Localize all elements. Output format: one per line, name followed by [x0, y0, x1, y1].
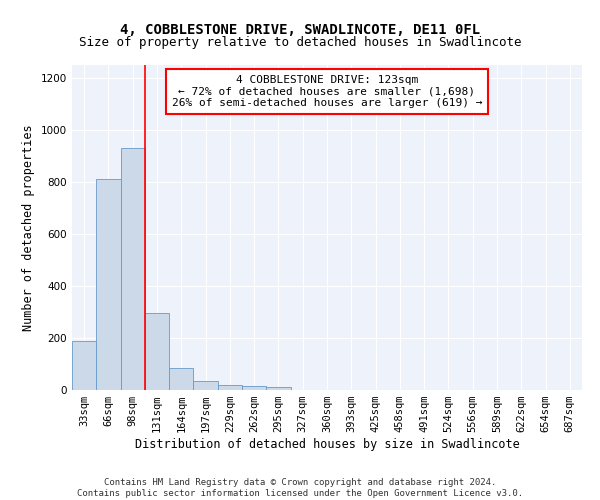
Bar	[193, 381, 218, 390]
Bar	[266, 388, 290, 390]
Bar	[218, 385, 242, 390]
Bar	[72, 340, 96, 390]
X-axis label: Distribution of detached houses by size in Swadlincote: Distribution of detached houses by size …	[134, 438, 520, 451]
Bar	[96, 180, 121, 390]
Text: 4, COBBLESTONE DRIVE, SWADLINCOTE, DE11 0FL: 4, COBBLESTONE DRIVE, SWADLINCOTE, DE11 …	[120, 22, 480, 36]
Bar	[242, 386, 266, 390]
Bar	[121, 148, 145, 390]
Bar	[169, 368, 193, 390]
Text: 4 COBBLESTONE DRIVE: 123sqm
← 72% of detached houses are smaller (1,698)
26% of : 4 COBBLESTONE DRIVE: 123sqm ← 72% of det…	[172, 74, 482, 108]
Y-axis label: Number of detached properties: Number of detached properties	[22, 124, 35, 331]
Text: Contains HM Land Registry data © Crown copyright and database right 2024.
Contai: Contains HM Land Registry data © Crown c…	[77, 478, 523, 498]
Bar	[145, 314, 169, 390]
Text: Size of property relative to detached houses in Swadlincote: Size of property relative to detached ho…	[79, 36, 521, 49]
